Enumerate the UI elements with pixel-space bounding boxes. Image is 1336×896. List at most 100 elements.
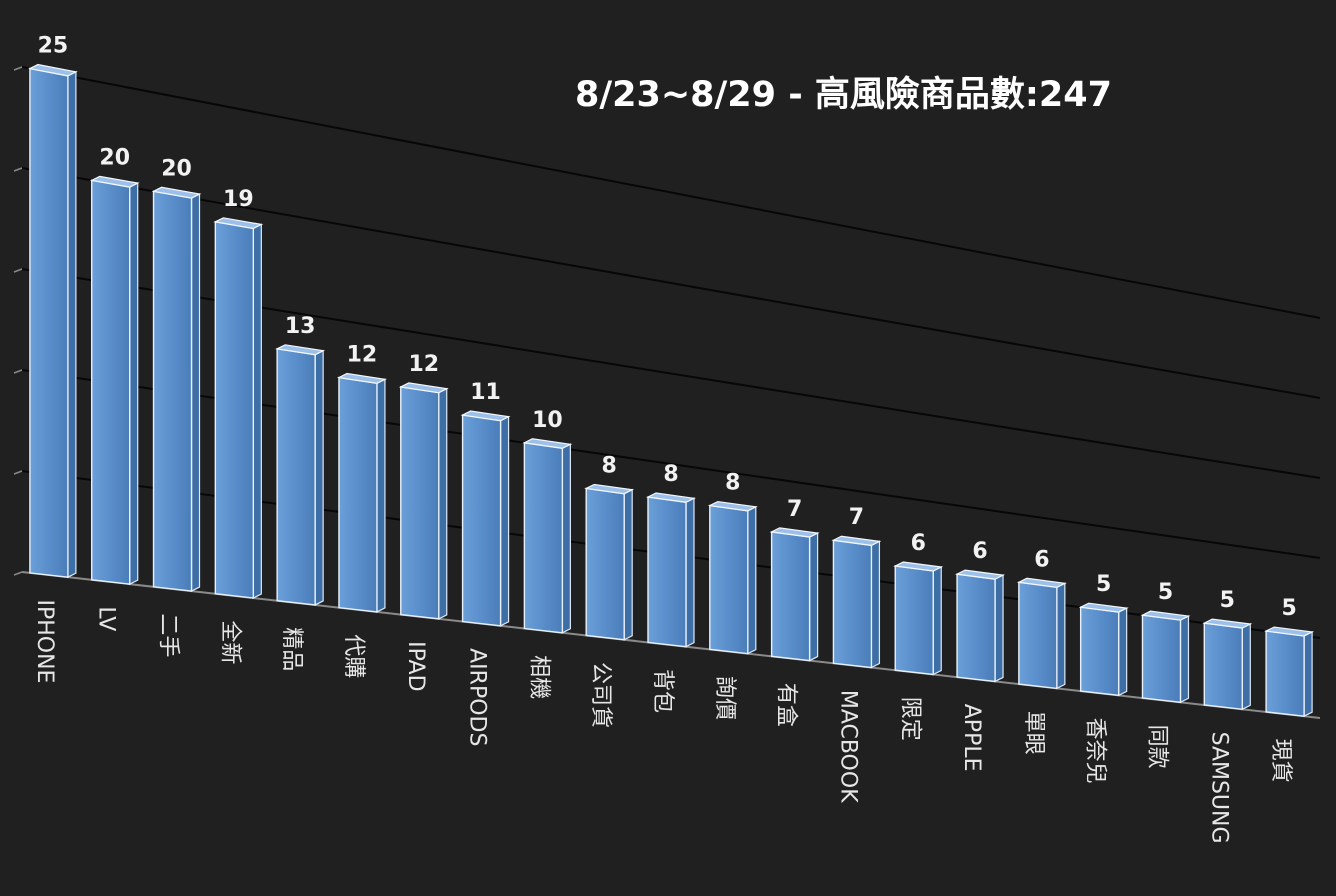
category-label-21: 現貨 [1268, 739, 1293, 783]
bar-top-9 [522, 438, 573, 449]
y-tick [13, 167, 23, 172]
bar-12 [709, 504, 749, 655]
bar-5 [276, 348, 316, 606]
category-label-9: 相機 [526, 655, 551, 699]
bar-top-5 [275, 344, 326, 356]
bar-side-15 [932, 566, 942, 676]
bar-top-17 [1016, 577, 1067, 588]
category-label-18: 香奈兒 [1083, 718, 1108, 784]
bar-16 [956, 573, 996, 683]
bar-3 [152, 190, 193, 592]
bar-side-10 [623, 488, 633, 641]
bar-side-6 [376, 378, 386, 613]
chart-title: 8/23~8/29 - 高風險商品數:247 [575, 75, 1112, 115]
bar-11 [647, 496, 687, 648]
bar-14 [832, 539, 873, 669]
value-label-17: 6 [1034, 547, 1049, 572]
value-label-7: 12 [408, 352, 439, 377]
category-label-3: 二手 [156, 613, 181, 657]
category-label-12: 詢價 [712, 676, 737, 720]
bar-top-15 [893, 561, 944, 572]
bar-side-9 [561, 443, 571, 634]
value-label-11: 8 [663, 462, 678, 487]
bar-top-10 [584, 483, 635, 495]
category-label-10: 公司貨 [588, 662, 613, 728]
value-label-10: 8 [602, 453, 617, 478]
bar-side-3 [190, 193, 201, 593]
bar-top-14 [831, 535, 882, 547]
value-label-19: 5 [1158, 580, 1173, 605]
value-label-20: 5 [1220, 588, 1235, 613]
category-label-5: 精品 [279, 627, 304, 671]
value-label-5: 13 [285, 314, 316, 339]
category-label-4: 全新 [217, 620, 242, 664]
bar-side-20 [1241, 623, 1251, 711]
value-label-16: 6 [972, 539, 987, 564]
y-tick [13, 268, 23, 273]
value-label-2: 20 [99, 145, 130, 170]
category-label-8: AIRPODS [465, 648, 490, 746]
bar-top-12 [707, 500, 758, 512]
value-label-8: 11 [470, 380, 501, 405]
value-label-9: 10 [532, 408, 563, 433]
bar-top-1 [28, 63, 78, 77]
y-tick [13, 571, 23, 576]
bar-top-19 [1140, 610, 1191, 621]
bar-side-18 [1118, 607, 1128, 697]
bar-1 [29, 67, 69, 578]
bar-side-11 [685, 497, 695, 648]
category-label-11: 背包 [650, 669, 675, 713]
bars [28, 63, 1315, 718]
bar-top-4 [213, 217, 264, 230]
value-label-1: 25 [38, 34, 69, 59]
gridline [21, 167, 1321, 399]
y-tick [13, 369, 23, 374]
bar-side-13 [809, 532, 819, 662]
bar-side-7 [438, 387, 448, 620]
bar-18 [1079, 606, 1120, 697]
gridline [21, 66, 1321, 319]
bar-21 [1265, 630, 1305, 717]
bar-side-17 [1056, 582, 1066, 690]
bar-side-5 [314, 349, 324, 606]
bar-top-2 [89, 175, 140, 188]
value-label-18: 5 [1096, 572, 1111, 597]
bar-17 [1018, 581, 1058, 690]
bar-side-21 [1303, 630, 1313, 718]
category-label-17: 單眼 [1021, 711, 1046, 755]
bar-top-21 [1264, 626, 1315, 637]
value-label-3: 20 [161, 156, 192, 181]
category-label-1: IPHONE [32, 599, 57, 683]
category-label-19: 同款 [1144, 725, 1169, 769]
bar-10 [585, 487, 625, 641]
category-label-13: 有盒 [774, 683, 799, 727]
bar-20 [1203, 622, 1243, 711]
category-label-20: SAMSUNG [1206, 732, 1231, 844]
bar-side-12 [747, 505, 757, 655]
bar-side-2 [129, 182, 139, 586]
y-tick [13, 470, 23, 475]
value-label-21: 5 [1281, 596, 1296, 621]
bar-9 [523, 441, 564, 634]
bar-side-14 [870, 540, 881, 669]
value-label-15: 6 [911, 531, 926, 556]
category-label-14: MACBOOK [835, 690, 860, 803]
bar-top-8 [460, 410, 511, 422]
bar-2 [91, 179, 131, 585]
bar-top-7 [398, 382, 449, 394]
category-label-6: 代購 [341, 634, 366, 678]
category-label-2: LV [94, 606, 119, 631]
bar-13 [770, 531, 811, 662]
bar-side-19 [1179, 615, 1190, 704]
bar-6 [338, 376, 378, 613]
bar-top-11 [646, 492, 696, 503]
bar-19 [1141, 614, 1182, 704]
category-label-15: 限定 [897, 697, 922, 741]
bar-top-13 [769, 527, 820, 538]
value-label-6: 12 [347, 343, 378, 368]
bar-top-3 [151, 186, 202, 199]
value-label-12: 8 [725, 471, 740, 496]
bar-8 [461, 414, 502, 627]
